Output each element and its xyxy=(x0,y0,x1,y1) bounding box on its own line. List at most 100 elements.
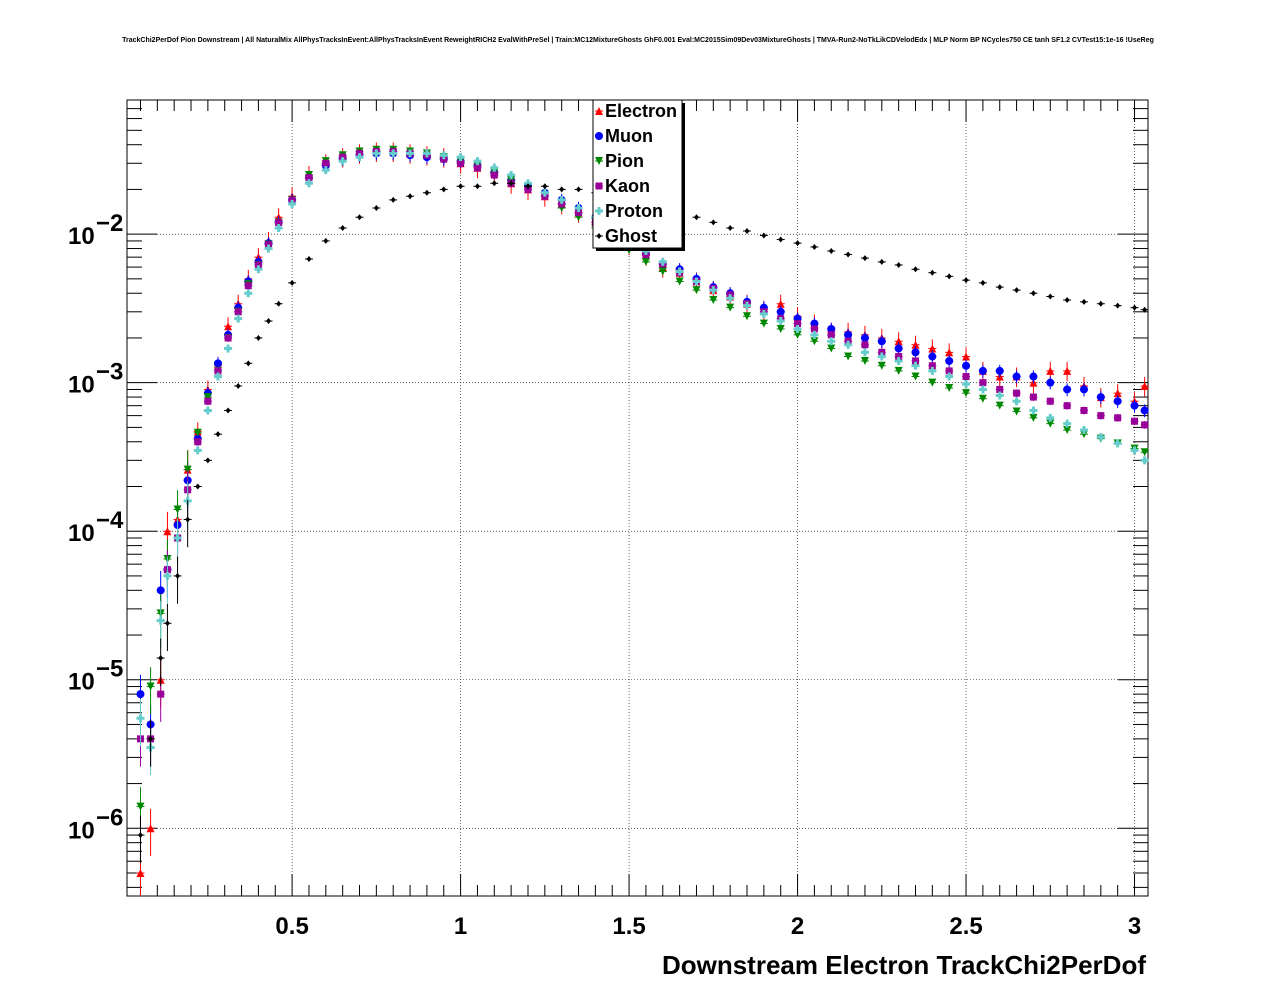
data-point xyxy=(844,352,853,361)
data-point xyxy=(183,465,192,474)
data-point xyxy=(157,690,165,698)
legend: Electron Muon Pion Kaon Proton Ghost xyxy=(592,99,685,251)
data-point xyxy=(692,277,701,286)
data-point xyxy=(1064,297,1070,304)
data-point xyxy=(759,309,768,318)
data-point xyxy=(827,344,836,353)
data-point xyxy=(776,324,785,333)
data-point xyxy=(945,356,954,365)
data-point xyxy=(525,183,531,190)
data-point xyxy=(289,279,295,286)
data-point xyxy=(761,232,767,239)
data-point xyxy=(458,183,464,190)
data-point xyxy=(978,366,987,375)
data-point xyxy=(439,151,448,160)
data-point xyxy=(213,372,222,381)
data-point xyxy=(945,367,953,375)
data-point xyxy=(559,186,565,193)
data-point xyxy=(1096,433,1105,442)
data-point xyxy=(744,227,750,234)
data-point xyxy=(743,312,752,321)
y-tick-label-exponent: −3 xyxy=(96,359,123,386)
data-point xyxy=(1113,397,1122,406)
data-point xyxy=(136,802,145,811)
data-point xyxy=(355,153,364,162)
legend-entry-pion: Pion xyxy=(595,151,644,171)
data-point xyxy=(148,735,154,742)
data-point xyxy=(576,186,582,193)
data-point xyxy=(540,188,549,197)
data-point xyxy=(963,277,969,284)
data-point xyxy=(946,273,952,280)
data-point xyxy=(1140,448,1149,457)
data-point xyxy=(995,366,1004,375)
data-point xyxy=(1097,412,1105,420)
data-point xyxy=(1046,366,1055,375)
legend-marker xyxy=(595,207,603,215)
data-point xyxy=(234,308,242,316)
data-point xyxy=(658,267,667,276)
data-point xyxy=(340,224,346,231)
data-point xyxy=(146,824,155,833)
data-point xyxy=(224,322,233,331)
data-point xyxy=(727,224,733,231)
data-point xyxy=(1140,381,1149,390)
data-point xyxy=(456,153,465,162)
data-point xyxy=(244,282,252,290)
data-point xyxy=(911,348,920,357)
data-point xyxy=(776,317,785,326)
data-point xyxy=(995,401,1004,410)
data-point xyxy=(692,286,701,295)
data-point xyxy=(1115,302,1121,309)
data-point xyxy=(205,457,211,464)
data-point xyxy=(726,294,735,303)
data-point xyxy=(163,571,172,580)
y-tick-label: 10 xyxy=(68,817,95,844)
x-tick-label: 2.5 xyxy=(949,913,982,940)
data-point xyxy=(1079,426,1088,435)
legend-marker xyxy=(596,233,602,239)
data-point xyxy=(1113,439,1122,448)
data-point xyxy=(1029,372,1038,381)
series-ghost xyxy=(136,180,1149,863)
data-point xyxy=(844,330,853,339)
data-point xyxy=(861,341,869,349)
data-point xyxy=(1012,407,1021,416)
data-point xyxy=(827,324,836,333)
data-series xyxy=(136,142,1149,896)
data-point xyxy=(962,379,971,388)
legend-entry-ghost: Ghost xyxy=(595,226,657,246)
data-point xyxy=(996,385,1004,393)
data-point xyxy=(810,337,819,346)
data-point xyxy=(407,193,413,200)
data-point xyxy=(911,361,920,370)
y-tick-label: 10 xyxy=(68,372,95,399)
data-point xyxy=(136,714,145,723)
data-point xyxy=(1063,385,1072,394)
data-point xyxy=(474,183,480,190)
data-point xyxy=(175,572,181,579)
data-point xyxy=(203,393,212,402)
legend-label: Proton xyxy=(605,201,663,221)
data-point xyxy=(862,255,868,262)
data-point xyxy=(323,237,329,244)
legend-entry-muon: Muon xyxy=(595,126,653,146)
data-point xyxy=(213,359,222,368)
legend-label: Electron xyxy=(605,101,677,121)
data-point xyxy=(158,655,164,662)
data-point xyxy=(288,199,297,208)
legend-box xyxy=(592,99,683,249)
data-point xyxy=(1029,393,1037,401)
data-point xyxy=(224,344,233,353)
x-tick-label: 1.5 xyxy=(612,913,645,940)
data-point xyxy=(225,407,231,414)
data-point xyxy=(1063,366,1072,375)
data-point xyxy=(759,319,768,328)
data-point xyxy=(1014,287,1020,294)
data-point xyxy=(877,352,886,361)
data-point xyxy=(911,340,920,349)
data-point xyxy=(441,186,447,193)
data-point xyxy=(163,527,172,536)
legend-entry-electron: Electron xyxy=(595,101,677,121)
